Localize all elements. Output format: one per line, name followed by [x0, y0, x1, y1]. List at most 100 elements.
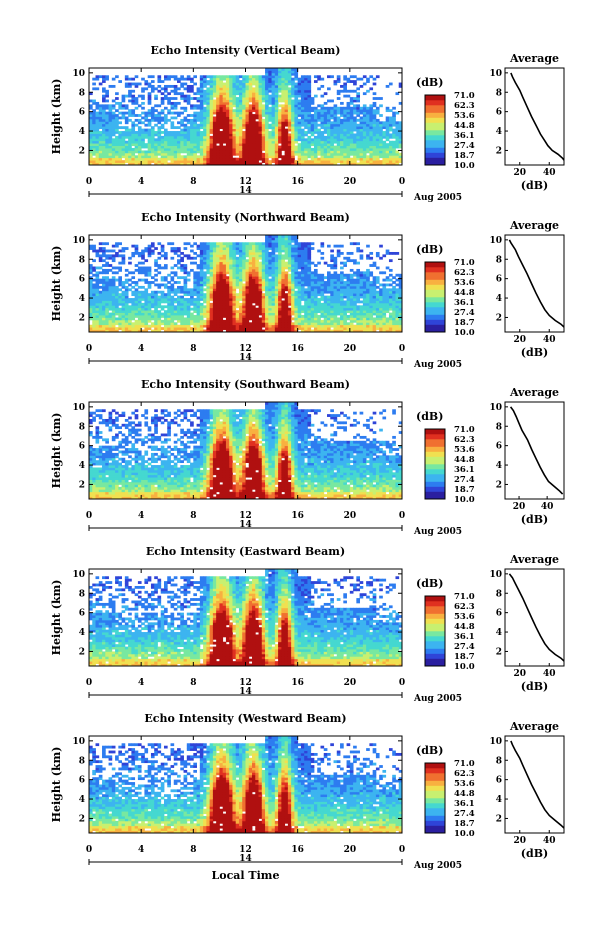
- heatmap-cell: [287, 111, 292, 115]
- heatmap-cell: [274, 70, 279, 74]
- heatmap-cell: [121, 329, 126, 333]
- heatmap-cell: [141, 133, 145, 137]
- heatmap-cell: [343, 94, 347, 98]
- heatmap-cell: [349, 160, 354, 163]
- heatmap-cell: [327, 138, 331, 142]
- heatmap-cell: [248, 152, 253, 156]
- heatmap-cell: [134, 143, 139, 146]
- heatmap-cell: [144, 111, 149, 115]
- heatmap-cell: [219, 114, 224, 117]
- heatmap-cell: [173, 312, 178, 316]
- heatmap-cell: [268, 77, 272, 81]
- heatmap-cell: [287, 278, 292, 282]
- heatmap-cell: [105, 140, 109, 144]
- heatmap-cell: [235, 121, 240, 125]
- heatmap-cell: [245, 276, 250, 280]
- heatmap-cell: [300, 261, 305, 265]
- heatmap-cell: [372, 116, 377, 120]
- heatmap-cell: [229, 126, 233, 130]
- heatmap-cell: [212, 116, 217, 120]
- heatmap-cell: [177, 312, 181, 316]
- heatmap-cell: [242, 99, 246, 103]
- heatmap-cell: [274, 242, 279, 246]
- heatmap-cell: [255, 317, 259, 321]
- heatmap-cell: [225, 82, 230, 86]
- heatmap-cell: [134, 249, 139, 253]
- heatmap-cell: [206, 276, 211, 280]
- heatmap-cell: [320, 150, 325, 154]
- heatmap-cell: [131, 140, 136, 144]
- heatmap-cell: [271, 114, 276, 117]
- heatmap-cell: [89, 278, 93, 282]
- heatmap-cell: [216, 295, 220, 299]
- heatmap-cell: [157, 315, 162, 318]
- heatmap-cell: [320, 111, 325, 115]
- heatmap-cell: [137, 298, 142, 301]
- heatmap-cell: [349, 152, 354, 156]
- heatmap-cell: [131, 285, 136, 289]
- heatmap-cell: [199, 254, 204, 258]
- heatmap-cell: [349, 101, 354, 105]
- heatmap-cell: [147, 285, 152, 289]
- heatmap-cell: [238, 160, 243, 163]
- heatmap-cell: [336, 145, 341, 149]
- heatmap-cell: [102, 75, 106, 79]
- heatmap-cell: [141, 317, 145, 321]
- heatmap-cell: [137, 302, 142, 306]
- heatmap-cell: [196, 298, 201, 301]
- heatmap-cell: [105, 261, 109, 265]
- heatmap-cell: [258, 97, 263, 100]
- heatmap-cell: [216, 160, 220, 163]
- heatmap-cell: [170, 106, 175, 110]
- heatmap-cell: [327, 126, 331, 130]
- heatmap-cell: [118, 312, 122, 316]
- heatmap-cell: [206, 111, 211, 115]
- colorbar-swatch: [425, 160, 445, 163]
- heatmap-cell: [98, 254, 103, 258]
- heatmap-cell: [294, 302, 299, 306]
- heatmap-cell: [219, 298, 224, 301]
- heatmap-cell: [111, 276, 116, 280]
- colorbar-swatch: [425, 157, 445, 161]
- heatmap-cell: [268, 254, 272, 258]
- heatmap-cell: [216, 324, 220, 328]
- heatmap-cell: [183, 106, 188, 110]
- heatmap-cell: [209, 312, 214, 316]
- heatmap-cell: [291, 123, 295, 127]
- heatmap-cell: [265, 295, 269, 299]
- heatmap-cell: [362, 106, 367, 110]
- heatmap-cell: [304, 143, 308, 146]
- heatmap-cell: [294, 89, 299, 93]
- heatmap-cell: [232, 101, 237, 105]
- heatmap-cell: [356, 109, 361, 113]
- heatmap-cell: [242, 131, 246, 134]
- heatmap-cell: [121, 254, 126, 258]
- heatmap-cell: [271, 322, 276, 326]
- heatmap-cell: [346, 111, 351, 115]
- heatmap-cell: [219, 324, 224, 328]
- heatmap-cell: [291, 254, 295, 258]
- heatmap-cell: [304, 281, 308, 284]
- heatmap-cell: [95, 312, 100, 316]
- heatmap-cell: [317, 131, 321, 134]
- heatmap-cell: [102, 295, 106, 299]
- heatmap-cell: [385, 150, 390, 154]
- heatmap-cell: [297, 264, 302, 267]
- heatmap-cell: [144, 131, 149, 134]
- heatmap-cell: [258, 140, 263, 144]
- heatmap-cell: [199, 317, 204, 321]
- heatmap-cell: [313, 143, 318, 146]
- heatmap-cell: [222, 89, 227, 93]
- heatmap-cell: [137, 104, 142, 108]
- heatmap-cell: [128, 140, 132, 144]
- heatmap-cell: [173, 317, 178, 321]
- heatmap-cell: [284, 123, 289, 127]
- heatmap-cell: [297, 155, 302, 159]
- heatmap-cell: [252, 143, 256, 146]
- heatmap-cell: [206, 106, 211, 110]
- heatmap-cell: [287, 89, 292, 93]
- heatmap-cell: [206, 143, 211, 146]
- heatmap-cell: [219, 264, 224, 267]
- heatmap-cell: [111, 317, 116, 321]
- heatmap-cell: [102, 327, 106, 330]
